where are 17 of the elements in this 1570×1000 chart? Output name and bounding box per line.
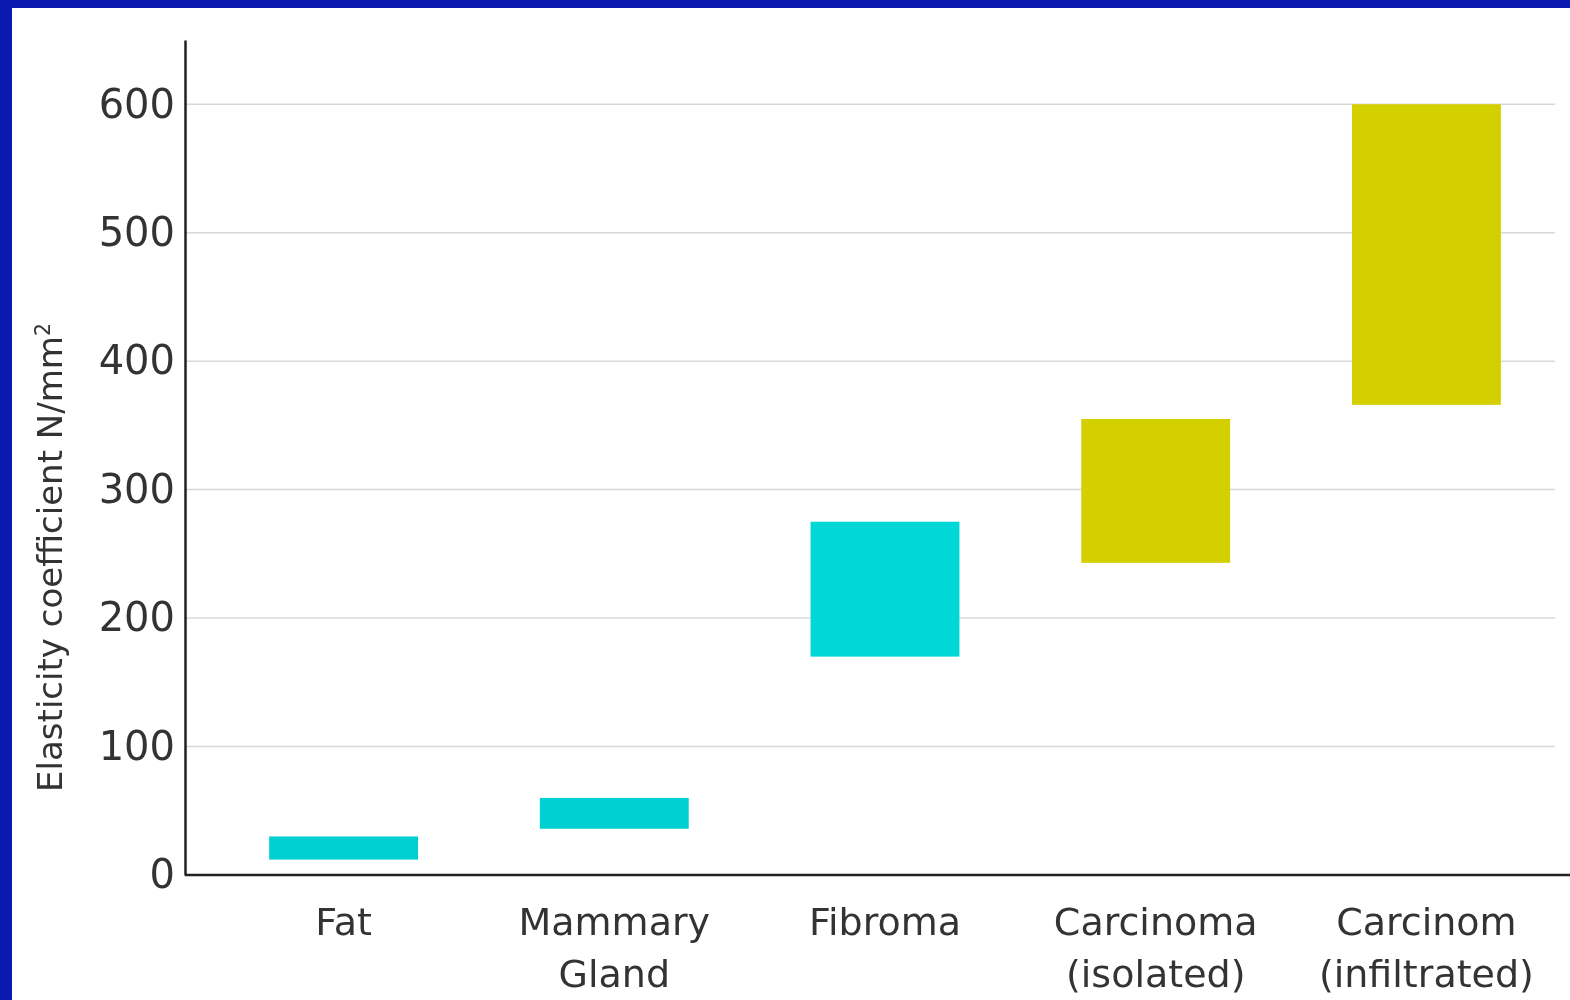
y-tick-label: 0 <box>149 851 175 898</box>
x-tick-label: Mammary Gland <box>518 900 711 996</box>
bar <box>810 521 960 657</box>
y-tick-label: 600 <box>98 80 175 127</box>
y-tick-label: 200 <box>98 594 175 641</box>
x-tick-label: Fibroma <box>808 900 962 944</box>
bar <box>539 797 689 829</box>
y-tick-label: 300 <box>98 465 175 512</box>
bar <box>1081 418 1231 563</box>
x-tick-label: Carcinom (infiltrated) <box>1318 900 1534 996</box>
bar <box>269 836 419 860</box>
y-tick-label: 500 <box>98 208 175 255</box>
y-tick-label: 400 <box>98 337 175 384</box>
x-tick-label: Carcinoma (isolated) <box>1053 900 1258 996</box>
x-tick-label: Fat <box>315 900 372 944</box>
y-tick-label: 100 <box>98 722 175 769</box>
bar <box>1351 104 1501 405</box>
